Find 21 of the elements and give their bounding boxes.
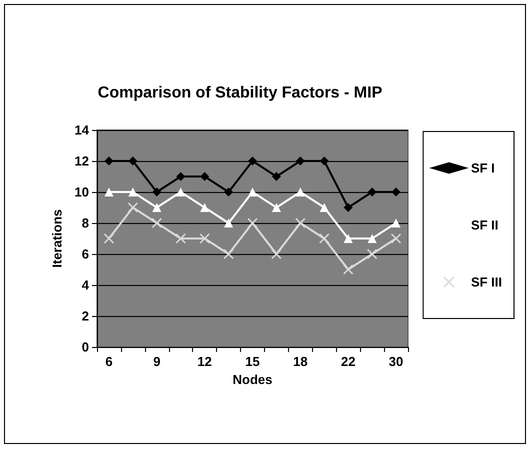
y-tick-label: 14: [74, 122, 90, 138]
x-tick-label: 30: [388, 354, 404, 369]
x-tick-label: 18: [293, 354, 308, 369]
legend-label: SF III: [470, 274, 502, 290]
x-tick-label: 12: [197, 354, 212, 369]
y-tick-label: 0: [82, 340, 89, 354]
chart-title: Comparison of Stability Factors - MIP: [98, 84, 383, 102]
legend-label: SF I: [470, 160, 495, 176]
y-tick-label: 12: [74, 154, 89, 168]
y-tick-label: 6: [82, 246, 89, 262]
y-tick-label: 10: [74, 184, 89, 200]
y-tick-label: 2: [82, 308, 89, 324]
x-tick-label: 15: [245, 354, 260, 369]
y-axis-title: Iterations: [50, 209, 65, 268]
x-tick-label: 22: [340, 354, 356, 369]
x-axis-title: Nodes: [232, 372, 272, 387]
x-tick-label: 9: [153, 354, 160, 369]
y-tick-label: 8: [82, 216, 89, 230]
y-tick-label: 4: [82, 278, 90, 292]
text: SF II: [470, 218, 498, 232]
x-tick-label: 6: [105, 354, 113, 369]
